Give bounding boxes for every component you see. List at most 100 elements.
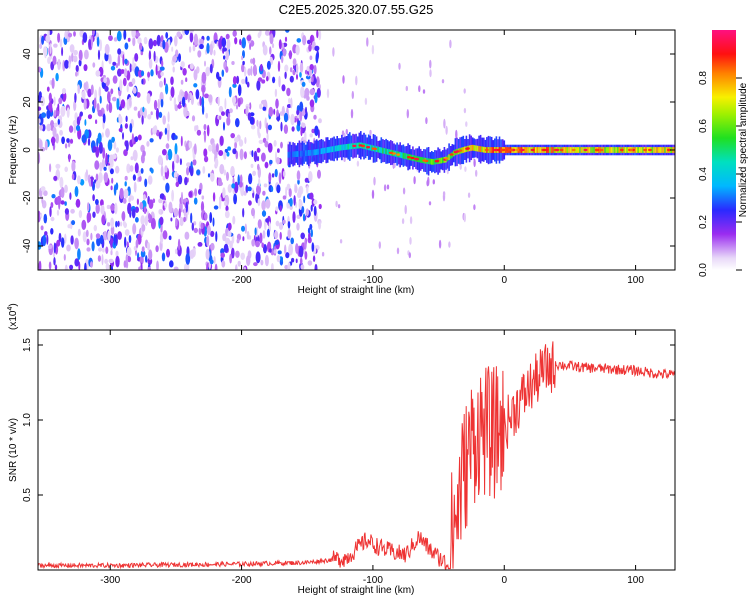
noise-speckle — [190, 95, 194, 106]
noise-speckle — [84, 119, 87, 126]
noise-speckle — [246, 255, 251, 266]
tone-band-core — [345, 144, 348, 150]
noise-speckle — [111, 136, 115, 143]
noise-speckle — [128, 197, 131, 203]
tone-band-core — [505, 147, 507, 153]
noise-speckle — [47, 56, 51, 64]
noise-speckle — [95, 199, 99, 205]
noise-speckle — [313, 205, 317, 216]
noise-speckle — [268, 106, 274, 117]
noise-speckle — [260, 259, 264, 266]
tone-hotspot — [507, 148, 511, 152]
tone-hotspot — [392, 152, 396, 155]
tone-band-core — [290, 151, 293, 158]
tone-band-core — [618, 147, 621, 153]
noise-speckle — [292, 69, 296, 76]
noise-speckle — [139, 255, 144, 265]
noise-speckle — [215, 231, 218, 242]
noise-speckle — [206, 42, 210, 54]
noise-speckle — [277, 60, 281, 72]
tone-band-core — [385, 148, 387, 155]
noise-speckle — [196, 169, 201, 176]
tone-band-core — [656, 147, 658, 153]
tone-band-core — [659, 147, 662, 153]
tone-band-core — [464, 146, 466, 153]
noise-speckle — [42, 234, 47, 247]
noise-speckle — [256, 156, 260, 162]
tone-band-core — [615, 147, 617, 153]
noise-speckle — [153, 99, 158, 111]
noise-speckle — [38, 66, 42, 73]
noise-speckle — [185, 143, 189, 152]
noise-speckle — [226, 171, 229, 181]
noise-speckle — [131, 30, 136, 39]
noise-speckle — [318, 118, 322, 124]
noise-speckle — [315, 52, 319, 64]
tone-band-core — [380, 147, 383, 154]
noise-speckle — [200, 222, 204, 230]
noise-speckle — [314, 125, 319, 137]
noise-speckle — [167, 129, 170, 142]
noise-speckle — [230, 165, 235, 177]
tone-band-core — [442, 157, 444, 164]
noise-speckle — [259, 30, 262, 37]
noise-speckle — [275, 98, 279, 109]
noise-speckle — [309, 88, 315, 96]
noise-speckle — [126, 70, 131, 81]
noise-speckle — [198, 188, 202, 195]
noise-speckle — [53, 122, 58, 128]
noise-speckle — [185, 111, 190, 116]
tone-hotspot — [449, 153, 454, 156]
noise-speckle — [248, 200, 252, 206]
noise-speckle — [285, 252, 290, 259]
noise-speckle — [39, 43, 43, 49]
noise-speckle — [237, 174, 240, 186]
tone-band-core — [661, 147, 663, 153]
tone-hotspot — [496, 148, 501, 152]
noise-speckle — [252, 64, 257, 77]
tone-band-core — [347, 143, 349, 150]
noise-speckle — [93, 224, 98, 232]
noise-speckle — [227, 146, 232, 151]
snr-y-label: SNR (10 * v/v) — [8, 418, 19, 482]
noise-speckle — [162, 175, 166, 181]
noise-speckle — [218, 197, 222, 210]
noise-speckle — [159, 193, 165, 200]
tone-band-core — [569, 147, 572, 153]
noise-speckle — [95, 70, 101, 77]
noise-speckle — [113, 37, 118, 42]
noise-speckle — [188, 46, 192, 53]
noise-speckle — [153, 50, 156, 62]
noise-speckle — [258, 132, 261, 139]
noise-speckle — [150, 217, 156, 230]
noise-speckle — [112, 75, 118, 84]
noise-speckle — [284, 244, 287, 255]
noise-speckle — [73, 123, 76, 134]
noise-speckle — [258, 139, 264, 144]
tone-hotspot — [594, 148, 599, 152]
noise-speckle — [189, 30, 195, 33]
noise-speckle — [297, 179, 300, 185]
noise-speckle — [215, 143, 219, 153]
noise-speckle — [261, 210, 267, 217]
noise-speckle — [302, 35, 307, 46]
noise-speckle — [134, 206, 139, 213]
tone-band-core — [301, 150, 304, 157]
tone-band-core — [535, 147, 537, 153]
noise-speckle — [214, 157, 219, 168]
sparse-speckle — [342, 75, 345, 84]
noise-speckle — [57, 32, 61, 43]
tone-band-core — [344, 144, 346, 150]
noise-speckle — [269, 46, 272, 55]
noise-speckle — [71, 160, 76, 172]
sparse-speckle — [378, 241, 381, 249]
noise-speckle — [243, 266, 247, 270]
noise-speckle — [110, 88, 114, 95]
noise-speckle — [212, 192, 216, 202]
tone-band-core — [311, 149, 313, 156]
noise-speckle — [132, 86, 137, 94]
noise-speckle — [46, 86, 50, 92]
noise-speckle — [179, 216, 184, 227]
noise-speckle — [106, 104, 109, 112]
tone-band-core — [333, 146, 335, 152]
